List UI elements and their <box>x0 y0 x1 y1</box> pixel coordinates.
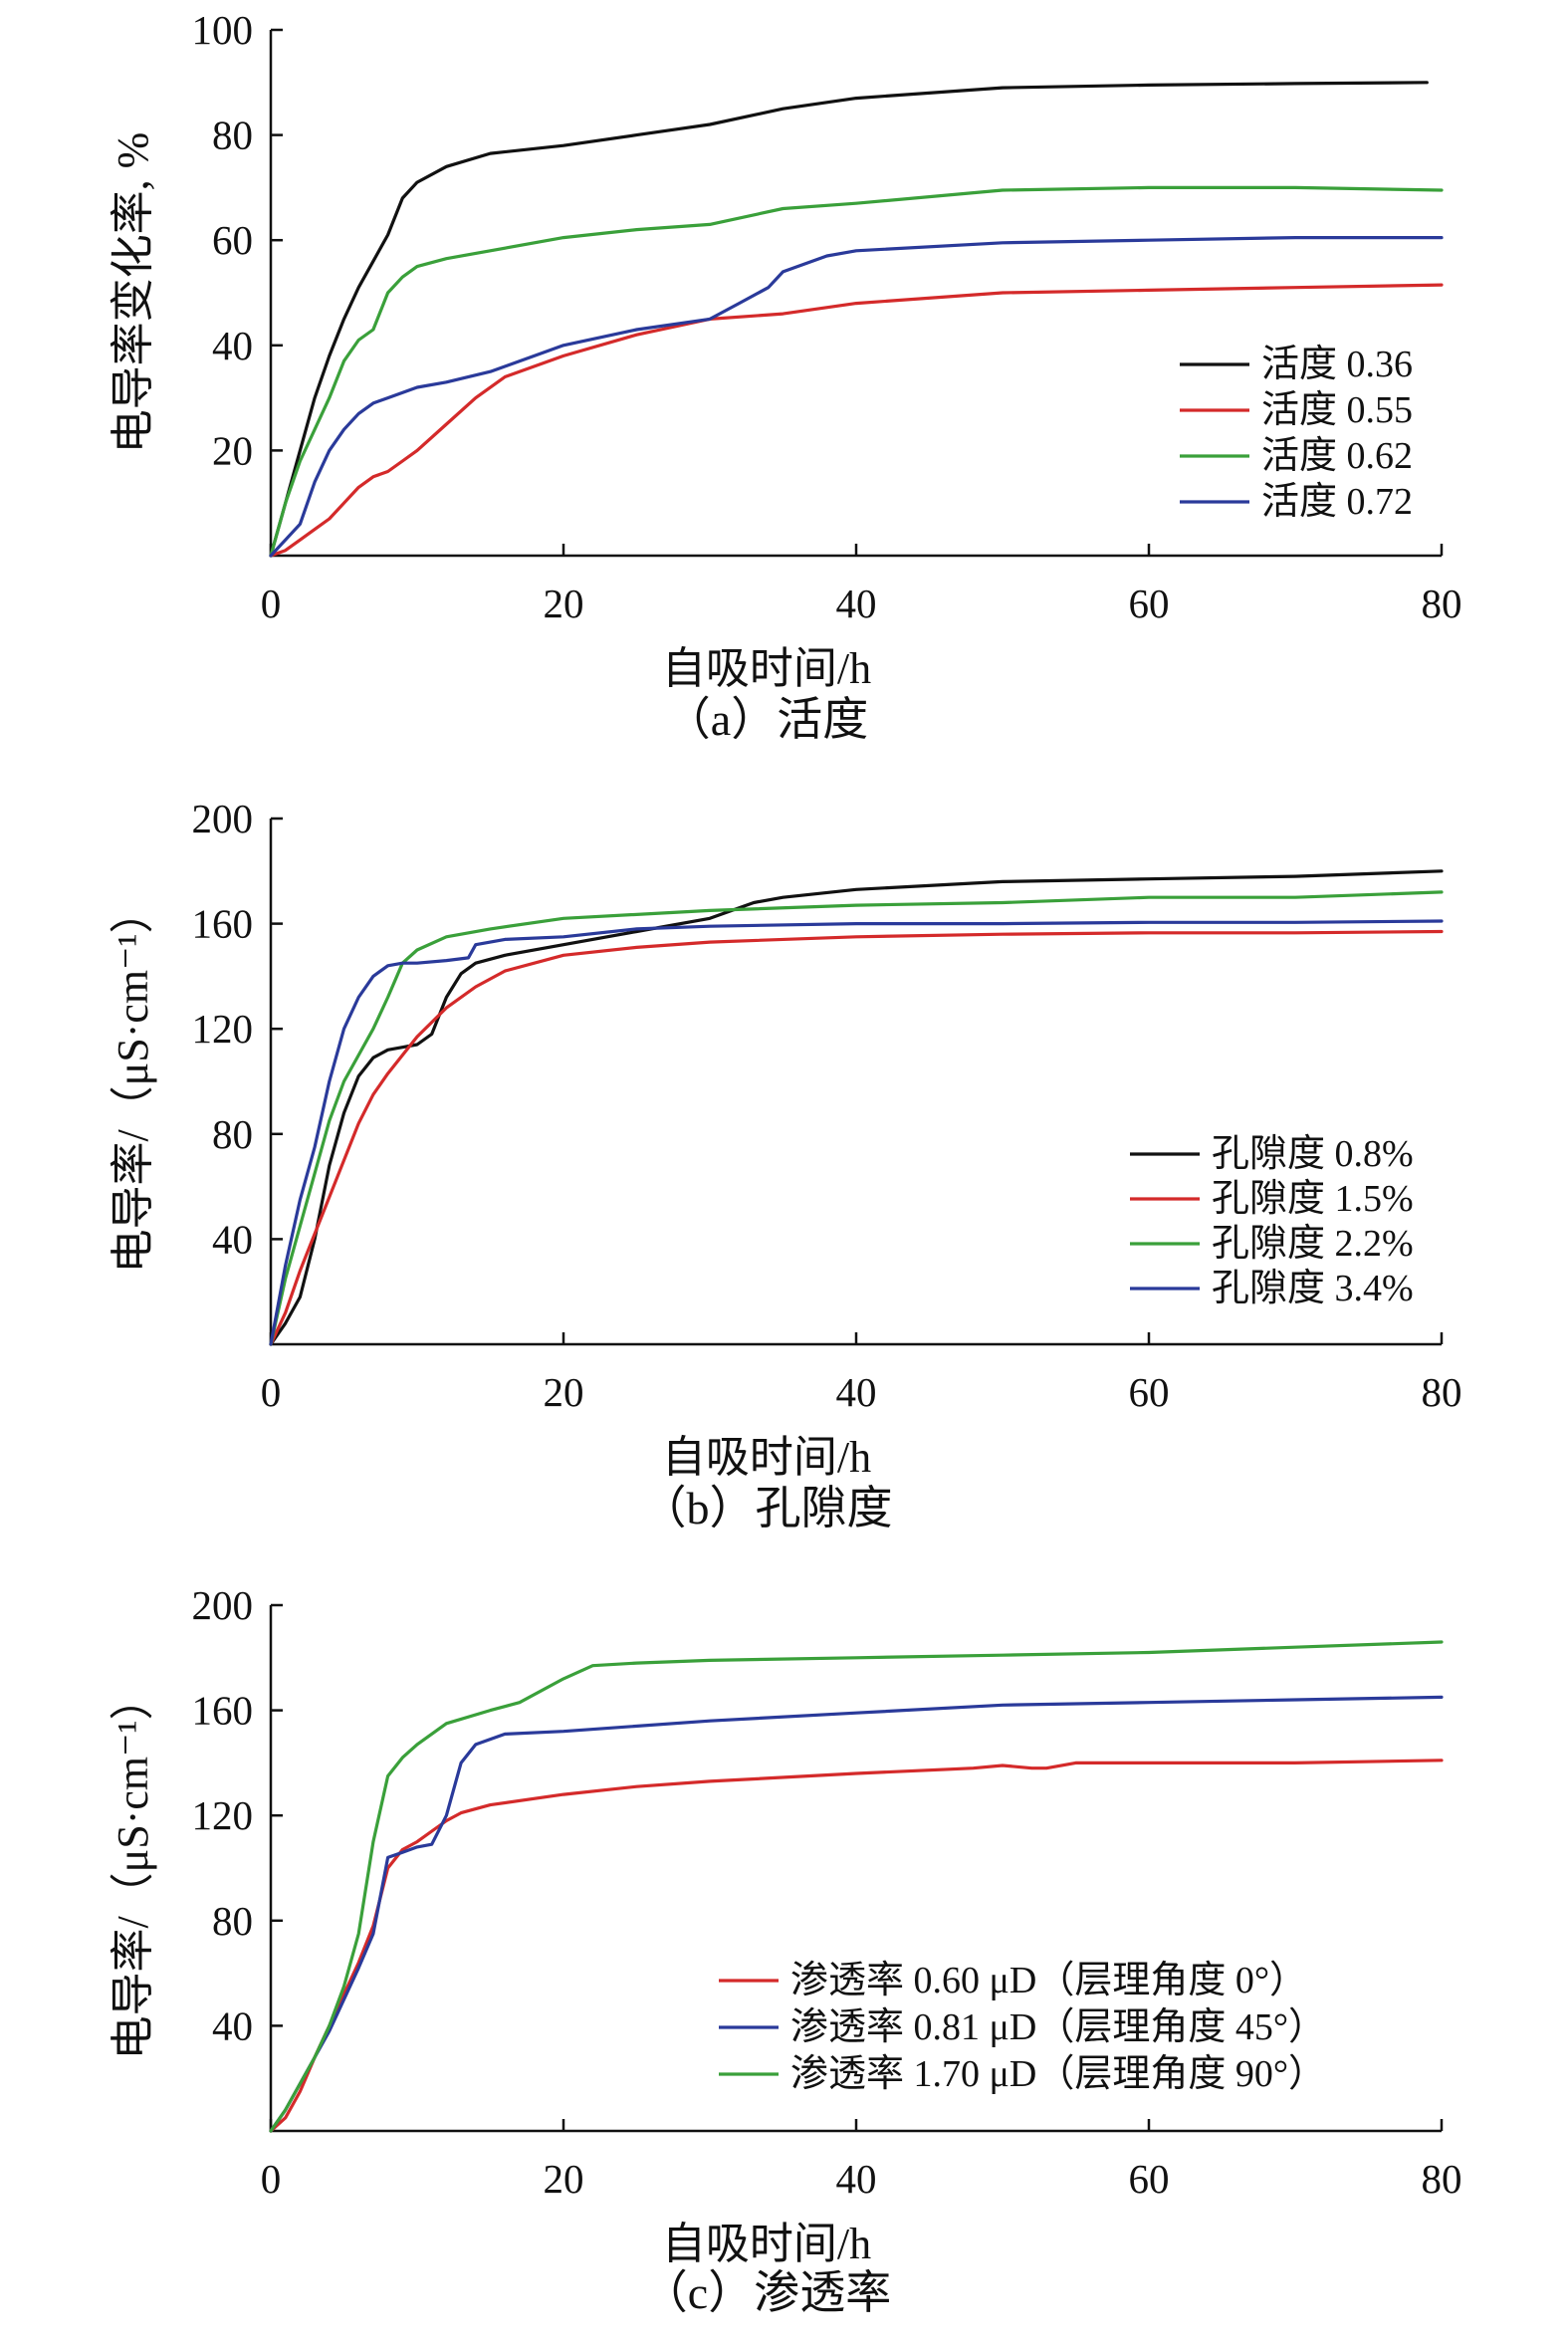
x-axis-title: 自吸时间/h <box>662 644 871 693</box>
x-tick-label: 60 <box>1129 1369 1170 1415</box>
y-tick-label: 40 <box>212 323 253 368</box>
legend-label: 活度 0.55 <box>1261 389 1413 431</box>
x-tick-label: 80 <box>1422 1369 1462 1415</box>
x-axis-title: 自吸时间/h <box>662 1433 871 1482</box>
legend-label: 活度 0.36 <box>1261 344 1413 385</box>
legend-label: 孔隙度 2.2% <box>1212 1223 1414 1265</box>
y-axis-title: 电导率/（μS·cm⁻¹） <box>109 1676 157 2059</box>
x-tick-label: 40 <box>836 1369 877 1415</box>
legend-label: 渗透率 0.60 μD（层理角度 0°） <box>790 1960 1307 2001</box>
y-tick-label: 100 <box>192 7 254 53</box>
y-tick-label: 60 <box>212 217 253 263</box>
x-tick-label: 0 <box>261 1369 282 1415</box>
panel-caption: （c）渗透率 <box>642 2267 891 2318</box>
x-axis-title: 自吸时间/h <box>662 2220 871 2268</box>
series-line <box>269 81 1429 558</box>
y-tick-label: 80 <box>212 1111 253 1157</box>
y-tick-label: 40 <box>212 1216 253 1262</box>
y-tick-label: 80 <box>212 113 253 158</box>
x-tick-label: 0 <box>261 2156 282 2202</box>
series-line <box>269 890 1444 1346</box>
chart-panel-2: 0 20 40 60 80 40 80 120 160 200 自吸时间/h 电导率/（μS·cm⁻¹… <box>109 796 1462 1533</box>
chart-panel-3: 0 20 40 60 80 40 80 120 160 200 自吸时间/h 电导率/（μS·cm⁻¹… <box>109 1582 1462 2318</box>
legend-label: 渗透率 1.70 μD（层理角度 90°） <box>790 2053 1326 2095</box>
legend-label: 孔隙度 3.4% <box>1212 1268 1414 1309</box>
y-tick-label: 200 <box>192 1582 254 1628</box>
y-tick-label: 200 <box>192 796 254 841</box>
legend: 渗透率 0.60 μD（层理角度 0°） 渗透率 0.81 μD（层理角度 45°… <box>719 1960 1326 2095</box>
y-tick-label: 40 <box>212 2002 253 2048</box>
y-tick-label: 20 <box>212 427 253 473</box>
chart-panel-1: 0 20 40 60 80 20 40 60 80 100 自吸时间/h 电导率变化率, % （a）活度… <box>109 7 1462 745</box>
legend-label: 孔隙度 1.5% <box>1212 1178 1414 1220</box>
y-axis-title: 电导率变化率, % <box>109 132 157 454</box>
x-tick-label: 20 <box>544 581 584 626</box>
legend-label: 活度 0.72 <box>1261 481 1413 523</box>
panel-caption: （a）活度 <box>665 694 868 745</box>
legend-label: 渗透率 0.81 μD（层理角度 45°） <box>790 2006 1326 2048</box>
series-line <box>269 929 1444 1346</box>
series-line <box>269 919 1444 1346</box>
y-tick-label: 120 <box>192 1792 254 1838</box>
x-tick-label: 40 <box>836 2156 877 2202</box>
y-tick-label: 80 <box>212 1898 253 1944</box>
x-tick-label: 80 <box>1422 581 1462 626</box>
x-tick-label: 20 <box>544 2156 584 2202</box>
y-tick-label: 120 <box>192 1006 254 1052</box>
legend-label: 孔隙度 0.8% <box>1212 1133 1414 1175</box>
series-line <box>269 1640 1444 2133</box>
panel-caption: （b）孔隙度 <box>641 1483 893 1533</box>
legend-label: 活度 0.62 <box>1261 435 1413 477</box>
x-tick-label: 60 <box>1129 2156 1170 2202</box>
x-tick-label: 0 <box>261 581 282 626</box>
y-tick-label: 160 <box>192 901 254 947</box>
series-line <box>269 236 1444 558</box>
x-tick-label: 20 <box>544 1369 584 1415</box>
series-line <box>269 185 1444 558</box>
x-tick-label: 80 <box>1422 2156 1462 2202</box>
series-line <box>269 283 1444 558</box>
x-tick-label: 60 <box>1129 581 1170 626</box>
series-line <box>269 869 1444 1346</box>
x-tick-label: 40 <box>836 581 877 626</box>
legend: 孔隙度 0.8%孔隙度 1.5%孔隙度 2.2%孔隙度 3.4% <box>1130 1133 1414 1309</box>
y-axis-title: 电导率/（μS·cm⁻¹） <box>109 889 157 1273</box>
y-tick-label: 160 <box>192 1688 254 1734</box>
